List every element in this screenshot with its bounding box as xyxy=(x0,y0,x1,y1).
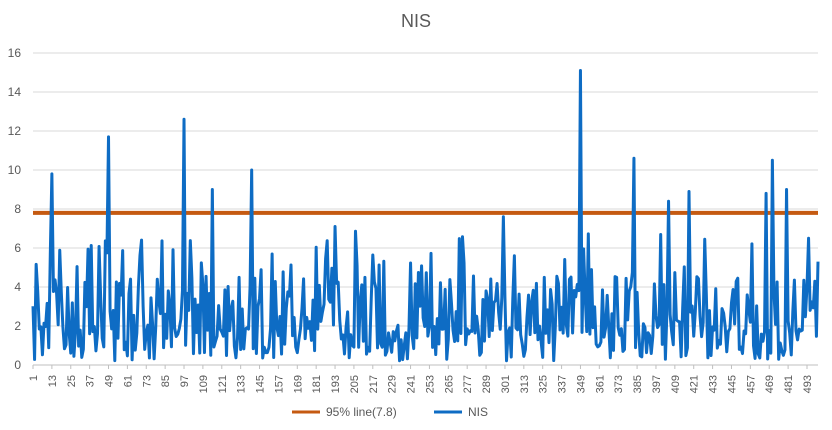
x-tick-label: 493 xyxy=(802,375,814,393)
x-tick-label: 133 xyxy=(236,375,248,393)
x-tick-label: 253 xyxy=(424,375,436,393)
x-tick-label: 229 xyxy=(387,375,399,393)
x-tick-label: 433 xyxy=(708,375,720,393)
chart-title: NIS xyxy=(401,11,431,31)
x-tick-label: 481 xyxy=(783,375,795,393)
x-tick-label: 337 xyxy=(557,375,569,393)
x-tick-label: 469 xyxy=(764,375,776,393)
x-tick-label: 313 xyxy=(519,375,531,393)
x-tick-label: 25 xyxy=(66,375,78,387)
y-tick-label: 14 xyxy=(8,85,22,99)
y-axis: 0 2 4 6 8 10 12 14 16 xyxy=(8,46,22,372)
legend: 95% line(7.8) NIS xyxy=(292,405,488,419)
x-tick-label: 325 xyxy=(538,375,550,393)
x-tick-label: 265 xyxy=(443,375,455,393)
y-tick-label: 12 xyxy=(8,124,22,138)
x-axis: 1 13 25 37 49 61 73 85 97 109 121 133 145 157 169 181 19… xyxy=(28,364,818,393)
x-tick-label: 157 xyxy=(273,375,285,393)
x-tick-label: 61 xyxy=(122,375,134,387)
x-tick-label: 217 xyxy=(368,375,380,393)
y-tick-label: 0 xyxy=(14,358,21,372)
x-tick-label: 409 xyxy=(670,375,682,393)
y-tick-label: 10 xyxy=(8,163,22,177)
y-tick-label: 2 xyxy=(14,319,21,333)
x-tick-label: 421 xyxy=(689,375,701,393)
x-tick-label: 397 xyxy=(651,375,663,393)
x-tick-label: 73 xyxy=(141,375,153,387)
y-tick-label: 16 xyxy=(8,46,22,60)
x-tick-label: 277 xyxy=(462,375,474,393)
y-tick-label: 4 xyxy=(14,280,21,294)
x-tick-label: 121 xyxy=(217,375,229,393)
x-tick-label: 85 xyxy=(160,375,172,387)
x-tick-label: 445 xyxy=(726,375,738,393)
x-tick-label: 385 xyxy=(632,375,644,393)
x-tick-label: 13 xyxy=(47,375,59,387)
x-tick-label: 49 xyxy=(104,375,116,387)
legend-label-threshold: 95% line(7.8) xyxy=(326,405,397,419)
y-tick-label: 8 xyxy=(14,202,21,216)
x-tick-label: 37 xyxy=(85,375,97,387)
series-line-nis xyxy=(31,69,820,363)
x-tick-label: 241 xyxy=(406,375,418,393)
x-tick-label: 457 xyxy=(745,375,757,393)
x-tick-label: 181 xyxy=(311,375,323,393)
x-tick-label: 109 xyxy=(198,375,210,393)
x-tick-label: 193 xyxy=(330,375,342,393)
x-tick-label: 97 xyxy=(179,375,191,387)
x-tick-label: 373 xyxy=(613,375,625,393)
x-tick-label: 145 xyxy=(255,375,267,393)
x-tick-label: 301 xyxy=(500,375,512,393)
legend-label-nis: NIS xyxy=(468,405,488,419)
x-tick-label: 349 xyxy=(575,375,587,393)
x-tick-label: 361 xyxy=(594,375,606,393)
x-tick-label: 1 xyxy=(28,375,40,381)
x-tick-label: 289 xyxy=(481,375,493,393)
x-tick-label: 169 xyxy=(292,375,304,393)
series-layer xyxy=(31,69,820,363)
y-tick-label: 6 xyxy=(14,241,21,255)
x-tick-label: 205 xyxy=(349,375,361,393)
